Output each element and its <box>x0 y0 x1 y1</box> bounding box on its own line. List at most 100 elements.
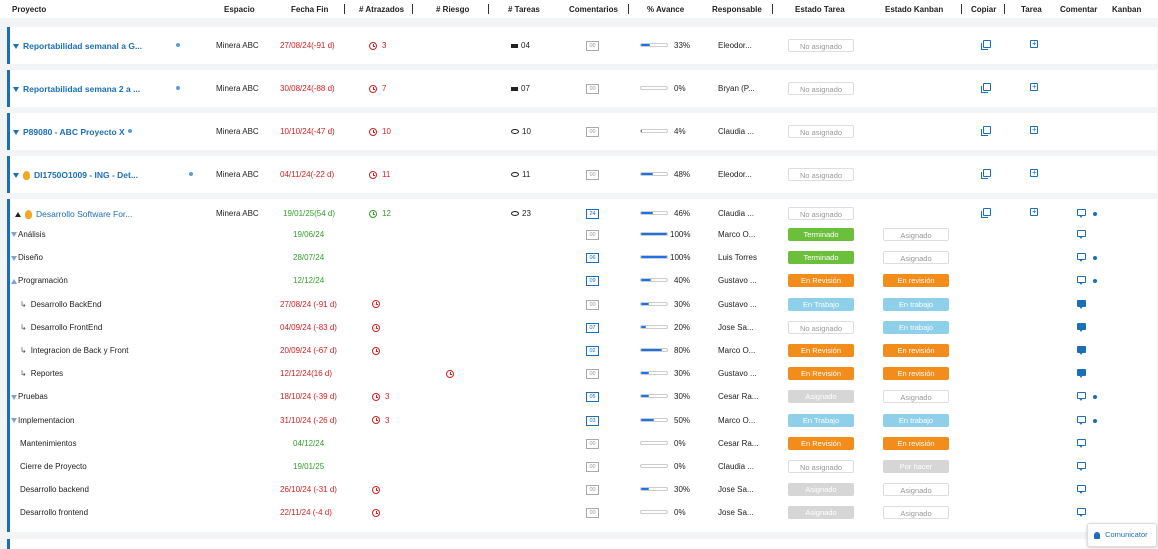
header-espacio[interactable]: Espacio <box>224 5 255 14</box>
task-name[interactable]: Desarrollo backend <box>20 485 89 495</box>
estado-tarea-badge[interactable]: En Revisión <box>788 274 854 288</box>
comments-cell[interactable]: 00 <box>586 368 599 380</box>
estado-kanban-badge[interactable]: En revisión <box>883 344 949 357</box>
header-tareas[interactable]: # Tareas <box>508 5 540 14</box>
comment-icon[interactable] <box>1077 276 1086 286</box>
kanban-dot[interactable] <box>1093 395 1097 400</box>
estado-tarea-badge[interactable]: En Revisión <box>788 436 854 450</box>
comment-count-icon[interactable]: 00 <box>586 438 599 449</box>
comments-cell[interactable]: 00 <box>586 507 599 519</box>
estado-tarea-badge[interactable]: No asignado <box>788 168 854 181</box>
task-name-cell[interactable]: ↳ Desarrollo FrontEnd <box>20 323 102 332</box>
estado-kanban-badge[interactable]: En trabajo <box>883 413 949 427</box>
estado-tarea-badge[interactable]: Asignado <box>788 506 854 520</box>
estado-tarea-badge[interactable]: No asignado <box>788 125 854 138</box>
task-name-cell[interactable]: Diseño <box>11 253 43 262</box>
comment-count-icon[interactable]: 00 <box>586 41 599 51</box>
comments-cell[interactable]: 00 <box>586 461 599 472</box>
estado-kanban-badge[interactable]: Asignado <box>883 251 949 265</box>
add-task-icon[interactable] <box>1030 125 1038 134</box>
estado-tarea-badge[interactable]: No asignado <box>788 320 854 334</box>
task-name-cell[interactable]: Pruebas <box>11 392 48 401</box>
comment-icon[interactable] <box>1077 346 1086 355</box>
estado-kanban-badge[interactable]: Por hacer <box>883 460 949 473</box>
collapse-caret-icon[interactable] <box>11 255 17 261</box>
task-name-cell[interactable]: Cierre de Proyecto <box>20 462 87 471</box>
header-kanban[interactable]: Kanban <box>1112 5 1142 14</box>
copy-icon[interactable] <box>981 208 991 218</box>
project-title[interactable]: Reportabilidad semana 2 a ... <box>23 84 141 94</box>
expand-caret-icon[interactable] <box>15 212 21 218</box>
comments-cell[interactable]: 00 <box>586 83 599 94</box>
header-riesgo[interactable]: # Riesgo <box>436 5 470 14</box>
estado-kanban-badge[interactable]: En trabajo <box>883 320 949 334</box>
comments-cell[interactable]: 03 <box>586 415 599 426</box>
comunicator-button[interactable]: Comunicator <box>1087 523 1157 547</box>
task-name-cell[interactable]: ↳ Reportes <box>20 369 63 378</box>
comment-count-icon[interactable]: 00 <box>586 462 599 472</box>
task-name[interactable]: Desarrollo frontend <box>20 508 89 518</box>
task-name-cell[interactable]: ↳ Integracion de Back y Front <box>20 346 129 355</box>
add-task-icon[interactable] <box>1030 82 1038 91</box>
comment-count-icon[interactable]: 00 <box>586 485 599 496</box>
estado-tarea-badge[interactable]: No asignado <box>788 39 854 52</box>
comment-icon[interactable] <box>1077 438 1086 448</box>
project-title-cell[interactable]: DI1750O1009 - ING - Det... <box>13 170 138 181</box>
task-name-cell[interactable]: ↳ Desarrollo BackEnd <box>20 300 101 309</box>
comment-count-icon[interactable]: 00 <box>586 508 599 519</box>
copy-icon[interactable] <box>981 169 991 179</box>
copy-icon[interactable] <box>981 83 991 93</box>
estado-kanban-badge[interactable]: Asignado <box>883 390 949 404</box>
expand-caret-icon[interactable] <box>11 278 17 284</box>
comment-count-icon[interactable]: 07 <box>586 322 599 333</box>
estado-tarea-badge[interactable]: Terminado <box>788 228 854 241</box>
comments-cell[interactable]: 24 <box>586 208 599 219</box>
task-name-cell[interactable]: Análisis <box>11 230 46 239</box>
header-proyecto[interactable]: Proyecto <box>12 5 47 14</box>
header-avance[interactable]: % Avance <box>647 5 685 14</box>
comment-count-icon[interactable]: 09 <box>586 276 599 287</box>
comment-icon[interactable] <box>1077 230 1086 239</box>
header-responsable[interactable]: Responsable <box>712 5 762 14</box>
task-name[interactable]: Cierre de Proyecto <box>20 462 87 471</box>
kanban-dot[interactable] <box>1093 279 1097 284</box>
kanban-dot[interactable] <box>1093 212 1097 216</box>
task-name[interactable]: Análisis <box>18 230 46 239</box>
task-name[interactable]: Implementacion <box>18 415 75 425</box>
copy-icon[interactable] <box>981 40 991 50</box>
comment-icon[interactable] <box>1077 209 1086 218</box>
comments-cell[interactable]: 00 <box>586 40 599 51</box>
comments-cell[interactable]: 07 <box>586 322 599 333</box>
collapse-caret-icon[interactable] <box>11 232 17 238</box>
task-name[interactable]: Desarrollo BackEnd <box>30 299 102 309</box>
add-task-icon[interactable] <box>1030 207 1038 216</box>
comment-icon[interactable] <box>1077 415 1086 425</box>
estado-tarea-badge[interactable]: Terminado <box>788 251 854 265</box>
estado-tarea-badge[interactable]: En Revisión <box>788 367 854 381</box>
header-copiar[interactable]: Copiar <box>971 5 997 14</box>
comments-cell[interactable]: 09 <box>586 275 599 287</box>
comment-icon[interactable] <box>1077 485 1086 495</box>
task-name[interactable]: Mantenimientos <box>20 438 77 448</box>
task-name-cell[interactable]: Desarrollo frontend <box>20 508 88 517</box>
task-name[interactable]: Integracion de Back y Front <box>30 346 129 355</box>
comment-count-icon[interactable]: 00 <box>586 230 599 240</box>
comment-count-icon[interactable]: 03 <box>586 415 599 426</box>
comment-count-icon[interactable]: 24 <box>586 209 599 219</box>
task-name-cell[interactable]: Desarrollo backend <box>20 485 89 494</box>
comments-cell[interactable]: 00 <box>586 484 599 496</box>
estado-tarea-badge[interactable]: No asignado <box>788 82 854 95</box>
project-title[interactable]: DI1750O1009 - ING - Det... <box>34 170 138 180</box>
task-name[interactable]: Desarrollo FrontEnd <box>30 322 103 332</box>
comments-cell[interactable]: 06 <box>586 252 599 264</box>
estado-tarea-badge[interactable]: En Trabajo <box>788 413 854 427</box>
comment-count-icon[interactable]: 00 <box>586 170 599 180</box>
estado-kanban-badge[interactable]: En trabajo <box>883 297 949 311</box>
comment-icon[interactable] <box>1077 253 1086 263</box>
kanban-dot[interactable] <box>1093 256 1097 261</box>
project-title-cell[interactable]: Reportabilidad semana 2 a ... <box>13 84 140 94</box>
comments-cell[interactable]: 02 <box>586 345 599 356</box>
collapse-caret-icon[interactable] <box>13 130 19 136</box>
comment-count-icon[interactable]: 02 <box>586 346 599 356</box>
estado-kanban-badge[interactable]: En revisión <box>883 367 949 381</box>
